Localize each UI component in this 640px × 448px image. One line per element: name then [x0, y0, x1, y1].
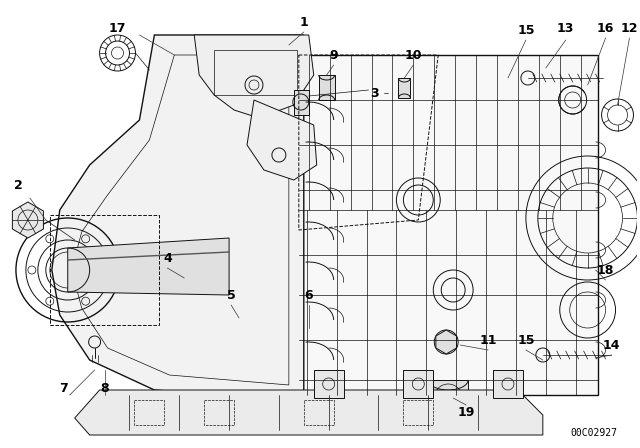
Text: 19: 19 — [458, 405, 475, 418]
Text: 14: 14 — [603, 339, 620, 352]
Text: 1: 1 — [300, 16, 308, 29]
Text: 4: 4 — [163, 251, 172, 264]
Text: 3: 3 — [371, 86, 379, 99]
Polygon shape — [299, 55, 598, 395]
Polygon shape — [247, 100, 317, 180]
Text: 17: 17 — [109, 22, 126, 34]
Text: 16: 16 — [597, 22, 614, 34]
Text: 00C02927: 00C02927 — [570, 428, 618, 438]
Polygon shape — [319, 75, 335, 100]
Polygon shape — [493, 370, 523, 398]
Polygon shape — [75, 390, 543, 435]
Text: 10: 10 — [404, 48, 422, 61]
Polygon shape — [403, 370, 433, 398]
Text: 11: 11 — [479, 333, 497, 346]
Polygon shape — [194, 35, 314, 118]
Polygon shape — [52, 35, 304, 400]
Polygon shape — [12, 202, 44, 238]
Text: 13: 13 — [557, 22, 575, 34]
Text: 7: 7 — [60, 382, 68, 395]
Text: 12: 12 — [621, 22, 638, 34]
Polygon shape — [436, 330, 456, 354]
Polygon shape — [314, 370, 344, 398]
Text: 15: 15 — [517, 333, 534, 346]
Text: 9: 9 — [330, 48, 338, 61]
Text: 15: 15 — [517, 23, 534, 36]
Polygon shape — [294, 90, 308, 115]
Polygon shape — [68, 238, 229, 295]
Text: 5: 5 — [227, 289, 236, 302]
Text: 8: 8 — [100, 382, 109, 395]
Text: 2: 2 — [13, 178, 22, 191]
Text: 18: 18 — [597, 263, 614, 276]
Text: 6: 6 — [305, 289, 313, 302]
Polygon shape — [399, 78, 410, 98]
Polygon shape — [428, 380, 468, 415]
